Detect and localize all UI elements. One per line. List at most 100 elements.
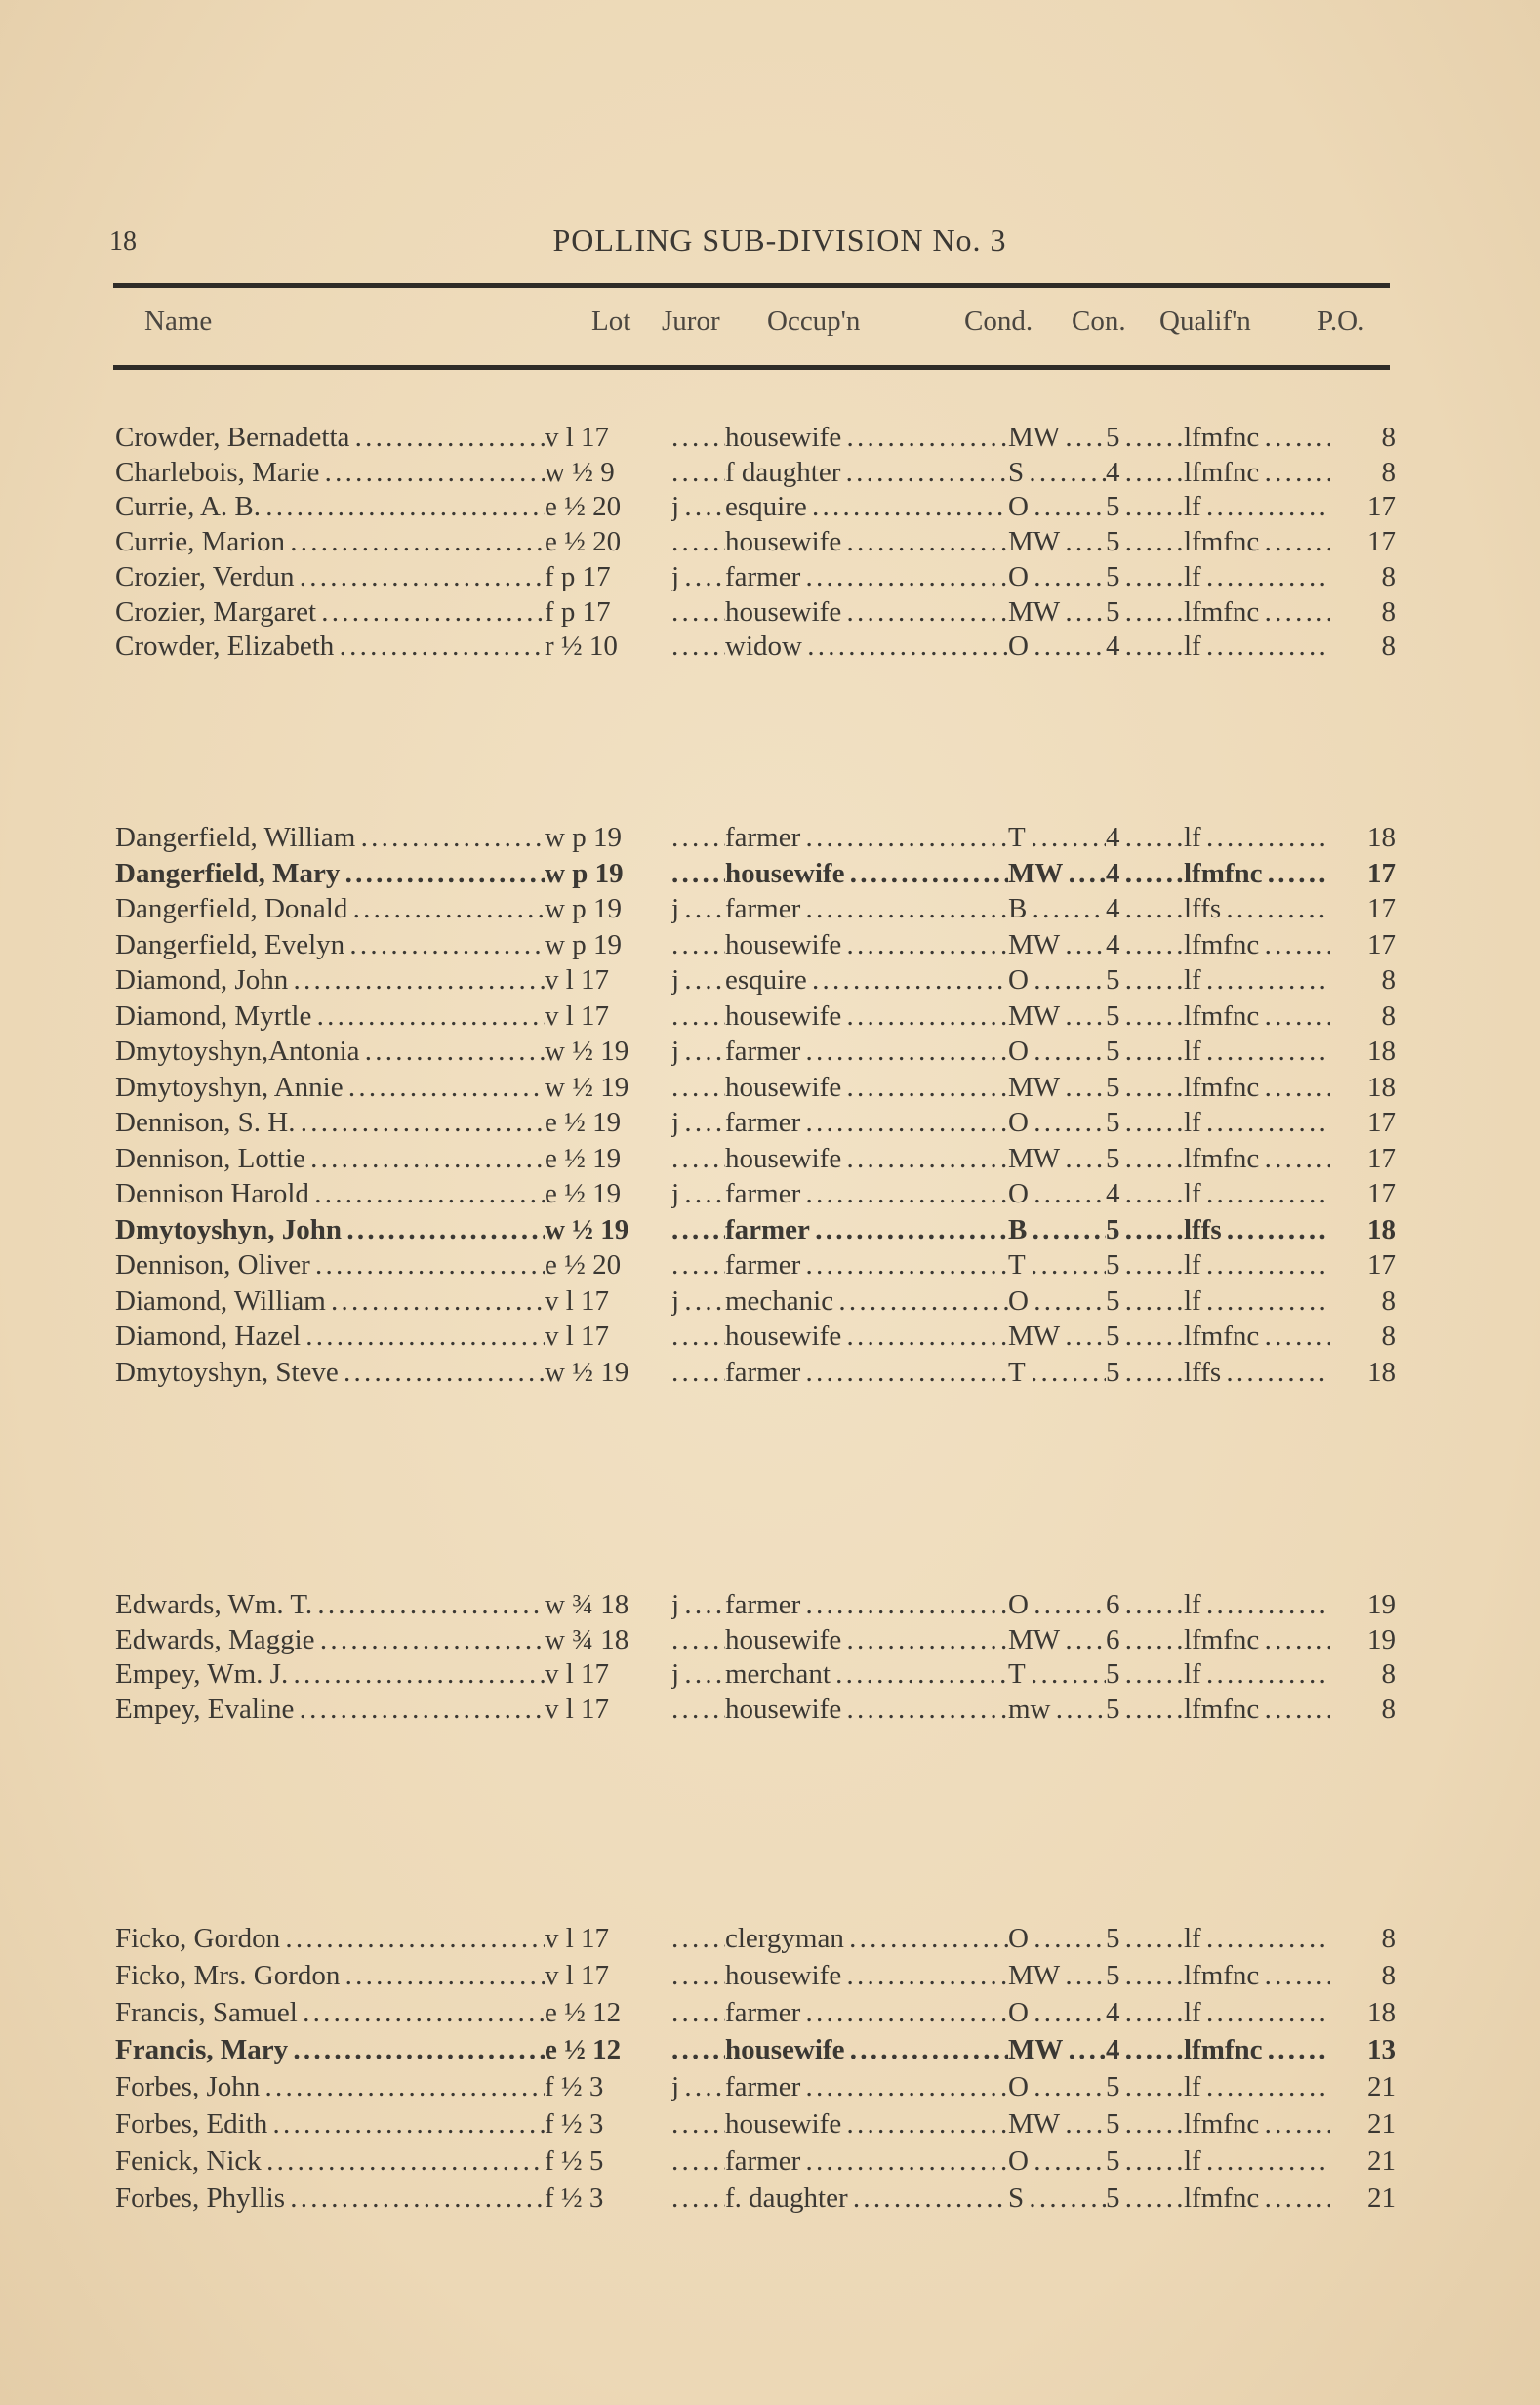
voter-cond: O <box>1008 1285 1106 1318</box>
voter-cond: MW <box>1008 1624 1106 1656</box>
voter-name: Forbes, Phyllis <box>115 2182 545 2215</box>
voter-name: Diamond, Hazel <box>115 1321 545 1353</box>
voter-lot: w ½ 19 <box>545 1213 629 1245</box>
voter-cond: O <box>1008 2071 1106 2103</box>
voter-occupation: housewife <box>725 1693 1008 1726</box>
voter-lot: v l 17 <box>545 1658 610 1691</box>
voter-qualif: lfmfnc <box>1184 526 1330 558</box>
voter-con: 5 <box>1106 422 1184 454</box>
voter-qualif: lf <box>1184 964 1330 997</box>
voter-po: 17 <box>1367 526 1396 558</box>
voter-lot: e ½ 20 <box>545 526 622 558</box>
voter-juror <box>671 1357 725 1389</box>
voter-occupation: esquire <box>725 491 1008 523</box>
voter-name: Currie, A. B. <box>115 491 545 523</box>
voter-lot: v l 17 <box>545 1284 610 1317</box>
voter-juror <box>671 1960 725 1992</box>
voter-cond: MW <box>1008 1960 1106 1992</box>
column-header-con: Con. <box>1072 306 1126 337</box>
voter-row: Ficko, Mrs. Gordonv l 17 housewifeMW5lfmf… <box>115 1960 1396 1995</box>
voter-con: 5 <box>1106 2145 1184 2178</box>
voter-juror <box>671 1321 725 1353</box>
voter-juror: j <box>671 964 725 997</box>
voter-cond: O <box>1008 1997 1106 2029</box>
voter-occupation: farmer <box>725 822 1008 854</box>
voter-name: Fenick, Nick <box>115 2145 545 2178</box>
voter-con: 5 <box>1106 596 1184 629</box>
voter-occupation: farmer <box>725 2145 1008 2178</box>
voter-cond: MW <box>1008 526 1106 558</box>
voter-con: 5 <box>1106 1960 1184 1992</box>
voter-cond: B <box>1008 893 1106 925</box>
voter-row: Edwards, Maggiew ¾ 18 housewifeMW6lfmfnc 1… <box>115 1624 1396 1659</box>
voter-qualif: lf <box>1184 1249 1330 1282</box>
voter-con: 5 <box>1106 1321 1184 1353</box>
voter-name: Dmytoyshyn, Annie <box>115 1072 545 1104</box>
voter-name: Empey, Evaline <box>115 1693 545 1726</box>
voter-lot: e ½ 12 <box>545 2034 622 2065</box>
voter-juror <box>671 2108 725 2140</box>
column-header-po: P.O. <box>1317 306 1365 337</box>
voter-lot: v l 17 <box>545 1321 610 1352</box>
voter-row: Charlebois, Mariew ½ 9 f daughterS4lfmfnc… <box>115 457 1396 492</box>
voter-occupation: farmer <box>725 1589 1008 1621</box>
voter-juror <box>671 822 725 854</box>
voter-occupation: housewife <box>725 526 1008 558</box>
voter-po: 19 <box>1367 1589 1396 1620</box>
voter-cond: O <box>1008 491 1106 523</box>
voter-qualif: lffs <box>1184 893 1330 925</box>
header-top-rule <box>113 283 1390 288</box>
voter-occupation: farmer <box>725 2071 1008 2103</box>
voter-juror <box>671 596 725 629</box>
voter-name: Currie, Marion <box>115 526 545 558</box>
voter-lot: w ¾ 18 <box>545 1589 629 1620</box>
voter-con: 4 <box>1106 2034 1184 2066</box>
voter-cond: O <box>1008 964 1106 997</box>
column-header-qualif: Qualif'n <box>1159 306 1251 337</box>
voter-occupation: housewife <box>725 2034 1008 2066</box>
voter-juror: j <box>671 1658 725 1691</box>
voter-con: 5 <box>1106 1143 1184 1175</box>
voter-name: Forbes, Edith <box>115 2108 545 2140</box>
voter-row: Diamond, Johnv l 17 jesquireO5lf 8 <box>115 964 1396 999</box>
voter-name: Dmytoyshyn,Antonia <box>115 1036 545 1068</box>
voter-occupation: farmer <box>725 893 1008 925</box>
voter-juror <box>671 1000 725 1033</box>
voter-con: 4 <box>1106 858 1184 890</box>
voter-row: Empey, Wm. J.v l 17 jmerchantT5lf 8 <box>115 1658 1396 1693</box>
voter-lot: w ½ 19 <box>545 1356 629 1388</box>
voter-juror: j <box>671 1285 725 1318</box>
voter-lot: f ½ 5 <box>545 2145 604 2177</box>
voter-qualif: lf <box>1184 491 1330 523</box>
voter-lot: f ½ 3 <box>545 2108 604 2140</box>
voter-cond: MW <box>1008 1000 1106 1033</box>
voter-qualif: lfmfnc <box>1184 929 1330 961</box>
voter-con: 5 <box>1106 964 1184 997</box>
voter-qualif: lf <box>1184 1658 1330 1691</box>
voter-qualif: lfmfnc <box>1184 596 1330 629</box>
voter-lot: f p 17 <box>545 595 611 628</box>
voter-con: 4 <box>1106 457 1184 489</box>
voter-po: 8 <box>1381 1658 1397 1691</box>
voter-name: Francis, Samuel <box>115 1997 545 2029</box>
voter-con: 4 <box>1106 893 1184 925</box>
voter-con: 5 <box>1106 1923 1184 1955</box>
voter-row: Dmytoyshyn,Antoniaw ½ 19 jfarmerO5lf 18 <box>115 1036 1396 1071</box>
voter-occupation: f daughter <box>725 457 1008 489</box>
voter-po: 8 <box>1381 560 1397 592</box>
voter-lot: r ½ 10 <box>545 631 618 663</box>
voter-cond: T <box>1008 1357 1106 1389</box>
voter-po: 18 <box>1367 1213 1396 1245</box>
voter-row: Dennison, Lottiee ½ 19 housewifeMW5lfmfnc… <box>115 1143 1396 1178</box>
voter-name: Ficko, Mrs. Gordon <box>115 1960 545 1992</box>
voter-cond: O <box>1008 1107 1106 1139</box>
voter-qualif: lf <box>1184 1285 1330 1318</box>
voter-qualif: lffs <box>1184 1357 1330 1389</box>
voter-po: 8 <box>1381 1284 1397 1317</box>
voter-po: 21 <box>1367 2182 1396 2214</box>
voter-lot: v l 17 <box>545 1692 610 1725</box>
voter-row: Francis, Marye ½ 12 housewifeMW4lfmfnc 13 <box>115 2034 1396 2069</box>
voter-lot: e ½ 19 <box>545 1107 622 1138</box>
voter-po: 17 <box>1367 893 1396 924</box>
voter-cond: MW <box>1008 1072 1106 1104</box>
